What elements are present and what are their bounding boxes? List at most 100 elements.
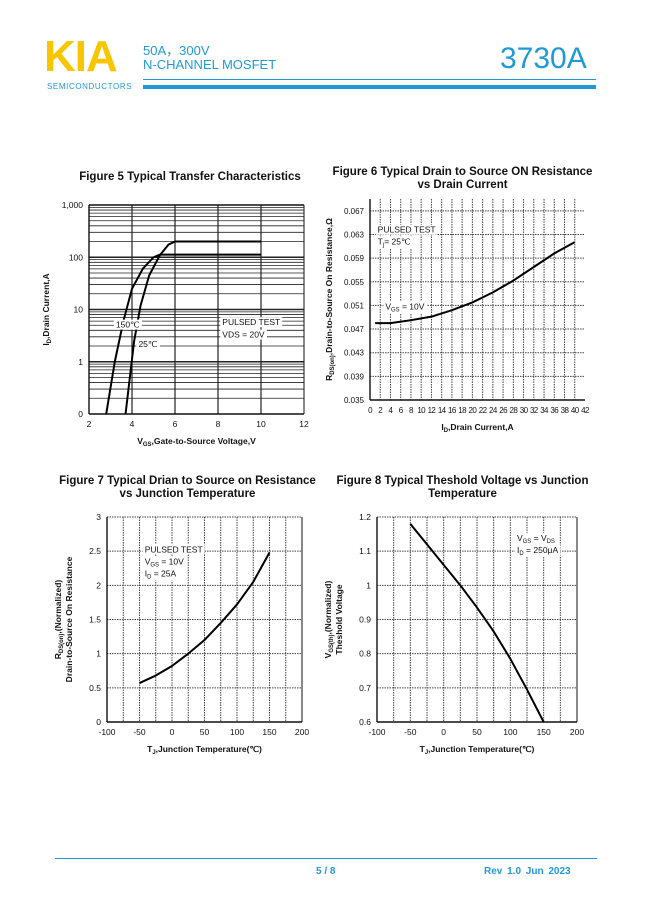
x-tick-label: 16 [448,406,457,415]
x-axis-label-main: T [420,744,426,754]
x-tick-label: 200 [570,727,584,737]
y-tick-label: 0.067 [344,207,365,216]
y-tick-label: 0 [96,717,101,727]
figure8-title: Figure 8 Typical Theshold Voltage vs Jun… [336,475,589,500]
y-tick-label: 10 [74,305,84,315]
revision-date: Rev 1.0 Jun 2023 [484,866,571,877]
annotation-text-main: V [385,302,391,312]
annotation-text-main: I [145,569,147,579]
logo-subtitle: SEMICONDUCTORS [47,82,133,91]
annotation-text: VDS = 20V [222,330,265,340]
x-tick-label: 32 [530,406,539,415]
y-tick-label: 1,000 [62,200,84,210]
figure8-plot: -100 -50 0 50 100 150 200 0.6 0.7 0.8 0.9 1 1.1 1.2 TJ… [323,512,584,756]
x-tick-label: 50 [200,727,210,737]
annotation-text: Tj= 25℃ [378,237,411,249]
x-tick-label: 20 [469,406,478,415]
x-axis-label-rest: ,Drain Current,A [448,422,514,432]
x-tick-label: 4 [389,406,394,415]
x-tick-label: 2 [87,419,92,429]
annotation-bg [142,544,205,555]
x-axis-label-sub: D [444,428,449,434]
y-axis-label: RDS(on),Drain-to-Source On Resistance,Ω [324,218,336,381]
y-axis-label-rest: ,Drain-to-Source On Resistance,Ω [324,218,334,355]
annotation-text-rest: = 10V [159,557,184,567]
x-axis-label: ID,Drain Current,A [441,422,513,434]
y-tick-label: 0.6 [359,717,371,727]
annotation-text: ID = 25A [145,569,177,581]
x-axis-label: TJ,Junction Temperature(℃) [420,744,535,756]
x-tick-label: 42 [581,406,590,415]
part-number: 3730A [500,42,587,75]
y-axis-label-main: V [323,652,333,658]
header-thick-rule [143,85,596,89]
y-tick-label: 0.063 [344,230,365,239]
x-tick-label: 6 [399,406,404,415]
x-tick-label: 50 [472,727,482,737]
annotation-bg [220,329,267,340]
x-tick-label: 100 [230,727,244,737]
annotation-text-sub: D [147,575,151,581]
y-tick-label: 1 [78,357,83,367]
x-tick-label: 26 [499,406,508,415]
annotation-text-sub: j [382,243,384,249]
annotation-bg [136,339,160,350]
annotation-text-rest: = 10V [400,302,425,312]
x-tick-label: -50 [133,727,146,737]
annotation-bg [383,301,427,314]
annotation-text-sub: D [519,551,523,557]
y-tick-label: 100 [69,252,83,262]
annotation-text: 25℃ [138,339,157,349]
y-tick-label: 0.8 [359,649,371,659]
x-axis-label: VGS,Gate-to-Source Voltage,V [137,436,256,448]
annotation-bg [515,532,557,545]
x-tick-label: 8 [216,419,221,429]
y-tick-label: 0.043 [344,349,365,358]
annotation-bg [113,319,143,330]
y-tick-label: 1 [366,580,371,590]
x-tick-label: 34 [540,406,549,415]
y-tick-label: 1 [96,649,101,659]
y-tick-label: 2.5 [89,546,101,556]
annotation-text-sub: GS [391,308,400,314]
y-axis-label-rest: ,Drain Current,A [41,273,51,339]
x-tick-label: 100 [503,727,517,737]
x-axis-label-sub: J [152,750,155,756]
x-tick-label: 30 [520,406,529,415]
header-thin-rule [143,79,596,80]
y-axis-label-sub: D [47,338,53,343]
y-tick-label: 0.039 [344,372,365,381]
y-tick-label: 0.5 [89,683,101,693]
y-axis-label-rest: ,(Normalized) [323,581,333,635]
figure5-title: Figure 5 Typical Transfer Characteristic… [79,171,301,183]
series-line-1 [409,523,545,723]
y-tick-label: 3 [96,512,101,522]
y-axis-label: ID,Drain Current,A [41,273,53,345]
annotation-text-rest: = 25℃ [384,237,411,247]
x-axis-label-sub: GS [143,442,152,448]
series-line-1 [139,552,271,684]
y-axis-label: RDS(on),(Normalized) [53,580,65,660]
annotation-text: PULSED TEST [145,545,203,555]
x-tick-label: 12 [299,419,309,429]
x-tick-label: 12 [428,406,437,415]
x-tick-label: -50 [404,727,417,737]
annotation-text-sub2: DS [547,539,555,545]
annotation-text: PULSED TEST [378,225,436,235]
annotation-bg [375,236,413,249]
x-tick-label: 38 [561,406,570,415]
x-tick-label: 150 [537,727,551,737]
annotation-text: VGS = VDS [517,533,555,545]
x-tick-label: 0 [368,406,373,415]
x-axis-label-rest: ,Gate-to-Source Voltage,V [152,436,257,446]
kia-logo: KIA [44,32,118,81]
x-tick-label: 24 [489,406,498,415]
annotation-text-sub: GS [150,563,159,569]
annotation-bg [142,568,179,581]
y-axis-label-line2: Drain-to-Source On Resistance [64,556,74,682]
x-axis-label-main: V [137,436,143,446]
annotation-bg [142,556,187,569]
y-tick-label: 0 [78,409,83,419]
y-axis-label-main: R [324,375,334,381]
